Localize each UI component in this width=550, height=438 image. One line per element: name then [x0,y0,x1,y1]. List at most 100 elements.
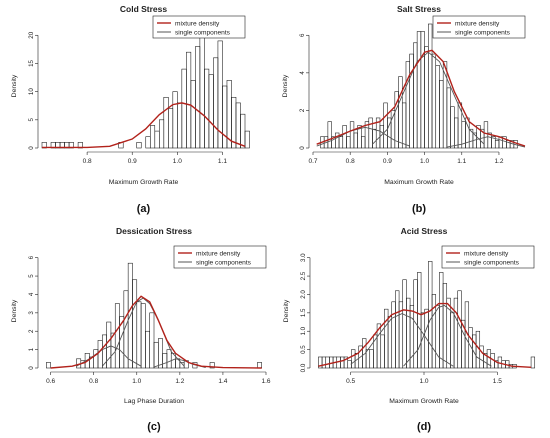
y-axis-label: Density [11,299,18,322]
legend: mixture density single components [432,15,526,39]
x-axis-label: Lag Phase Duration [124,398,184,405]
y-tick-label: 2 [299,108,306,112]
histogram-bar [342,125,347,149]
panel-label: (a) [137,203,151,215]
histogram-bar [340,356,345,369]
histogram-bar [102,334,107,369]
histogram-bar [483,121,489,149]
x-tick-label: 1.0 [173,158,182,165]
histogram-bar [417,272,422,369]
y-tick-label: 0 [28,366,35,370]
component-curve-1 [350,313,454,367]
histogram-bar [149,312,155,369]
x-axis-label: Maximum Growth Rate [389,398,459,405]
histogram-bar [172,91,178,149]
x-tick-label: 1.0 [132,378,141,385]
chart-panel-1: Cold Stress 0.8 0.9 1.0 1.1 0 5 10 15 20 Maximum G… [11,4,250,215]
x-tick-label: 1.1 [218,158,227,165]
histogram [318,261,536,369]
legend-box [432,15,526,39]
histogram-bar [222,85,228,149]
histogram-bar [244,130,250,149]
legend-label-components: single components [175,30,231,37]
histogram-bar [321,356,327,369]
histogram-bar [351,349,356,369]
chart-panel-2: Salt Stress 0.7 0.8 0.9 1.0 1.1 1.2 0 2 4 6 Maximum… [282,4,526,215]
mixture-density-curve [50,295,262,369]
histogram-bar [149,125,156,149]
histogram-bar [402,279,407,369]
y-tick-label: 4 [28,292,35,296]
legend-box [152,15,246,39]
x-tick-label: 0.9 [383,158,392,165]
panel-label: (d) [417,421,431,433]
histogram-bar [380,334,385,369]
histogram-bar [349,121,355,149]
component-curve-2 [403,304,492,367]
x-axis-label: Maximum Growth Rate [109,179,179,186]
y-tick-label: 3 [28,311,35,315]
histogram-bar [159,119,165,149]
histogram-bar [145,136,151,149]
histogram-bar [257,362,262,369]
histogram-bar [209,362,215,369]
x-tick-label: 1.0 [419,378,428,385]
legend: mixture density single components [441,245,535,269]
histogram-bar [416,31,422,149]
histogram-bar [439,80,444,149]
component-curve-3 [446,136,526,148]
y-tick-label: 3.0 [300,253,307,262]
histogram-bar [439,272,444,369]
y-tick-label: 15 [28,59,35,66]
histogram-bar [168,108,174,149]
legend-box [441,245,535,269]
histogram-bar [472,334,477,369]
histogram-bar [199,29,205,149]
y-tick-label: 5 [28,118,35,122]
histogram-bar [93,349,99,369]
histogram-bar [153,341,159,369]
histogram-bar [420,31,425,149]
mixture-density-curve [42,102,246,149]
histogram-bar [235,102,241,149]
histogram-bar [406,297,411,369]
histogram-bar [177,102,183,149]
histogram-bar [453,297,459,369]
histogram-bar [435,305,440,369]
y-tick-label: 1 [28,347,35,351]
legend-box [173,245,267,269]
histogram-bar [204,68,210,149]
histogram-bar [428,261,433,369]
histogram-bar [181,68,187,149]
histogram-bar [395,290,400,369]
y-axis-label: Density [11,74,18,97]
histogram-bar [494,140,500,149]
x-tick-label: 0.7 [308,158,317,165]
histogram-bar [166,349,172,369]
histogram-bar [372,128,377,149]
y-axis-label: Density [283,299,290,322]
x-tick-label: 1.6 [261,378,270,385]
histogram [320,23,518,149]
histogram-bar [132,279,138,369]
histogram-bar [97,340,103,369]
histogram-bar [145,330,150,369]
histogram-bar [450,312,455,369]
histogram-bar [383,102,388,149]
y-axis-label: Density [282,74,289,97]
legend-label-mixture: mixture density [175,21,220,28]
histogram-bar [442,283,448,369]
histogram-bar [231,96,237,149]
histogram-bar [136,301,142,369]
y-tick-label: 0.0 [300,363,307,372]
histogram-bar [190,80,196,149]
histogram-bar [428,23,433,149]
histogram-bar [391,301,396,369]
chart-panel-4: Acid Stress 0.5 1.0 1.5 0.0 0.5 1.0 1.5 2.0 2.5 3.… [283,226,536,433]
y-tick-label: 20 [28,31,35,38]
y-tick-label: 10 [28,88,35,95]
histogram-bar [450,106,455,149]
legend-label-mixture: mixture density [455,21,500,28]
y-tick-label: 5 [28,274,35,278]
y-tick-label: 6 [299,33,306,37]
